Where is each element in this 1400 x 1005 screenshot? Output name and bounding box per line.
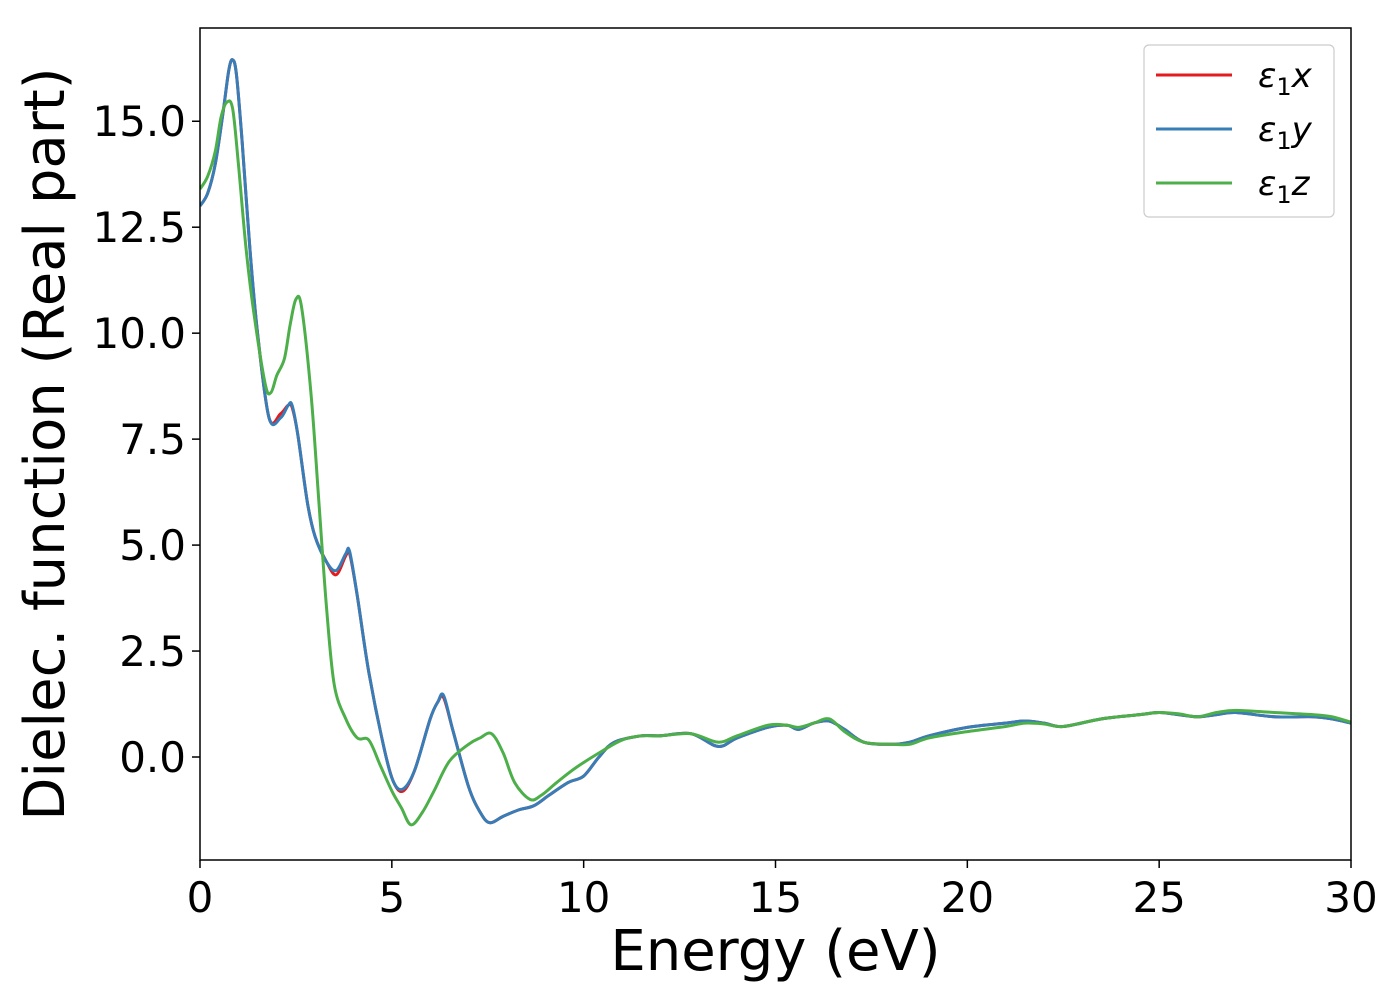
y-tick-label: 12.5 (92, 203, 186, 252)
y-tick-label: 2.5 (119, 627, 186, 676)
legend-box (1143, 44, 1335, 218)
series-line-z (200, 99, 1351, 827)
x-tick-label: 25 (1132, 873, 1185, 922)
x-tick-label: 15 (749, 873, 802, 922)
x-tick-label: 0 (187, 873, 214, 922)
legend-label-y: ε1y (1258, 110, 1313, 155)
x-tick-label: 10 (557, 873, 610, 922)
legend-label-z: ε1z (1258, 164, 1311, 209)
x-tick-label: 30 (1324, 873, 1377, 922)
y-tick-label: 15.0 (92, 97, 186, 146)
y-tick-label: 10.0 (92, 309, 186, 358)
legend: ε1x ε1y ε1z (1143, 44, 1335, 218)
y-tick-label: 5.0 (119, 521, 186, 570)
series-layer (200, 58, 1351, 827)
y-axis-ticks: 0.0 2.5 5.0 7.5 10.0 12.5 15.0 (92, 97, 200, 782)
x-tick-label: 20 (941, 873, 994, 922)
y-tick-label: 7.5 (119, 415, 186, 464)
y-tick-label: 0.0 (119, 733, 186, 782)
legend-label-x: ε1x (1258, 56, 1313, 101)
x-axis-ticks: 0 5 10 15 20 25 30 (187, 860, 1378, 922)
y-axis-label: Dielec. function (Real part) (13, 67, 78, 820)
x-tick-label: 5 (378, 873, 405, 922)
x-axis-label: Energy (eV) (610, 919, 940, 984)
